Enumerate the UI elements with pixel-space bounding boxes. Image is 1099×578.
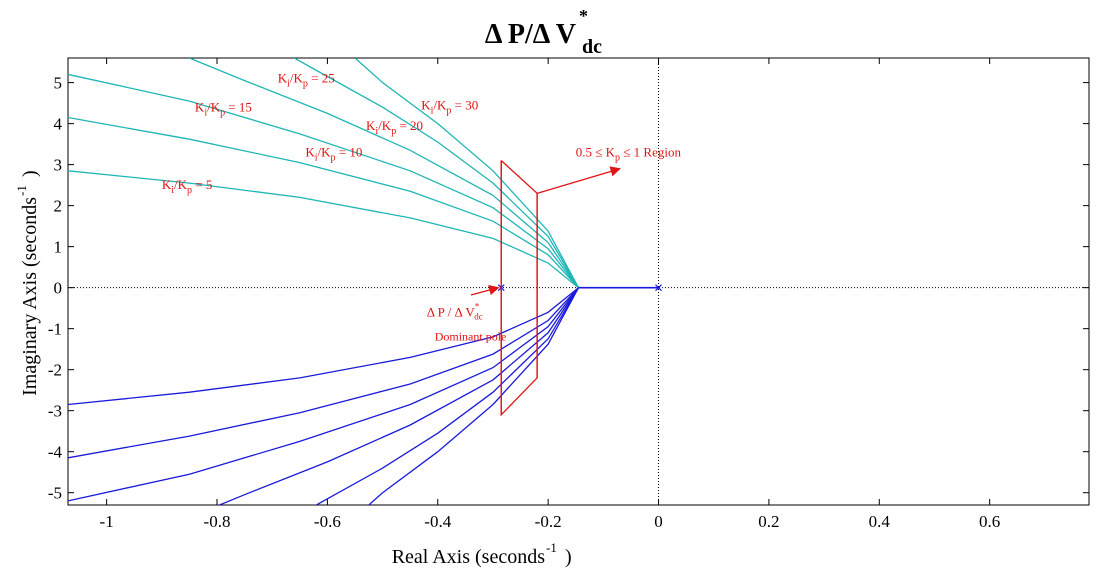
y-axis-label-sup: -1 [14, 185, 29, 196]
annotation-arrow-1 [536, 166, 621, 194]
x-tick-label: -1 [100, 512, 114, 531]
y-tick-label: 0 [54, 279, 63, 298]
plot-frame [67, 57, 1090, 506]
ratio-label: Ki/Kp = 5 [162, 177, 213, 196]
ratio-label: Ki/Kp = 25 [278, 71, 335, 90]
chart-title: Δ P/Δ V * dc [485, 6, 602, 58]
locus-curves [68, 58, 659, 505]
y-axis-label-end: ) [19, 170, 41, 177]
pole-marker [655, 284, 662, 292]
x-tick-label: -0.8 [204, 512, 231, 531]
x-tick-label: 0.6 [979, 512, 1000, 531]
y-tick-label: -2 [48, 361, 62, 380]
x-tick-label: -0.6 [314, 512, 341, 531]
locus-lower-ratio-20 [217, 287, 580, 505]
ratio-label: Ki/Kp = 20 [366, 118, 423, 137]
locus-upper-ratio-10 [68, 116, 579, 289]
x-axis-label-end: ) [565, 546, 572, 568]
y-tick-label: -3 [48, 402, 62, 421]
y-tick-label: 1 [54, 238, 63, 257]
locus-upper-ratio-5 [68, 170, 579, 289]
locus-lower-ratio-15 [68, 287, 580, 502]
y-axis-label: Imaginary Axis (seconds -1 ) [14, 170, 41, 396]
y-tick-label: -5 [48, 484, 62, 503]
x-tick-label: 0 [654, 512, 663, 531]
x-axis-label-main: Real Axis (seconds [392, 546, 546, 568]
locus-lower-ratio-25 [314, 287, 580, 505]
y-tick-label: 2 [54, 197, 63, 216]
x-axis-label-sup: -1 [546, 540, 557, 555]
x-tick-label: 0.2 [758, 512, 779, 531]
locus-lower-ratio-30 [367, 287, 580, 505]
chart-title-sub: dc [582, 36, 602, 58]
y-tick-label: -4 [48, 443, 63, 462]
dominant-pole-label: Δ P / Δ V* dc [427, 301, 483, 321]
locus-upper-ratio-20 [189, 58, 580, 289]
locus-lower-ratio-5 [68, 287, 579, 406]
y-tick-label: -1 [48, 320, 62, 339]
ratio-label: Ki/Kp = 10 [305, 144, 362, 163]
y-tick-label: 4 [54, 115, 63, 134]
x-tick-label: -0.2 [535, 512, 562, 531]
annotation-arrow-2 [470, 285, 500, 296]
locus-upper-ratio-15 [68, 73, 580, 289]
chart-title-main: Δ P/Δ V [485, 19, 576, 50]
x-axis-label: Real Axis (seconds -1 ) [392, 540, 572, 568]
x-tick-label: -0.4 [424, 512, 451, 531]
dominant-pole-caption: Dominant pole [435, 329, 507, 343]
locus-lower-ratio-10 [68, 287, 579, 459]
ratio-label: Ki/Kp = 15 [195, 99, 252, 118]
locus-upper-ratio-30 [354, 58, 580, 289]
y-tick-label: 3 [54, 156, 63, 175]
y-axis-label-main: Imaginary Axis (seconds [19, 197, 41, 396]
chart-title-sup: * [579, 6, 588, 26]
y-tick-label: 5 [54, 74, 63, 93]
kp-region-label: 0.5 ≤ Kp ≤ 1 Region [576, 144, 682, 163]
ratio-label: Ki/Kp = 30 [421, 97, 478, 116]
locus-upper-ratio-25 [293, 58, 580, 289]
x-tick-label: 0.4 [869, 512, 891, 531]
plot-layer: -1 -0.8 -0.6 -0.4 -0.2 0 0.2 0.4 0.6 -5 -4 -3 -2 -1 0 1… [48, 57, 1090, 531]
